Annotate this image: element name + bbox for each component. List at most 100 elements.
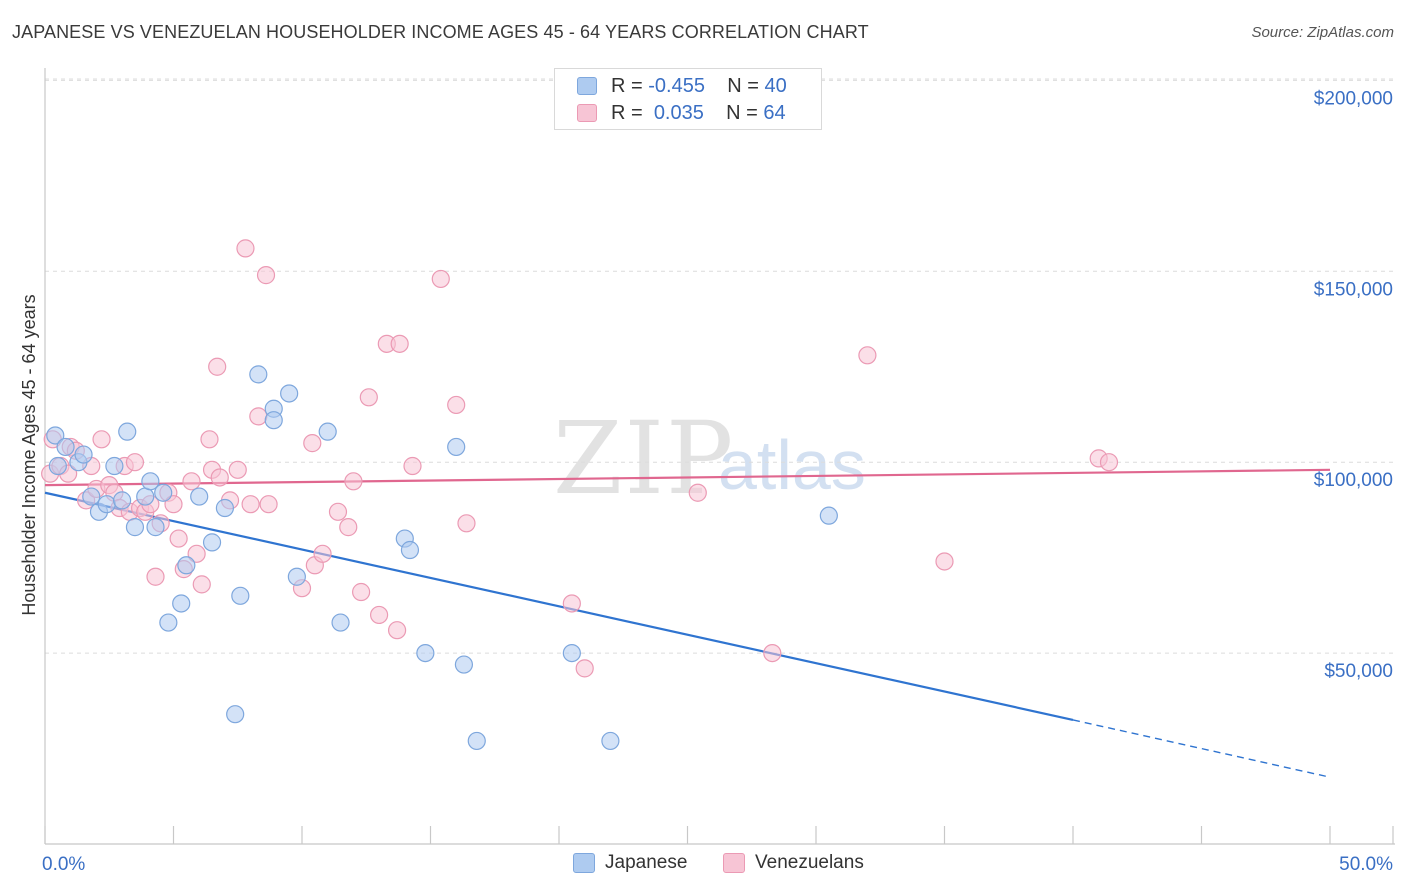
point-japanese [154, 483, 173, 502]
point-japanese [231, 586, 250, 605]
point-japanese [215, 498, 234, 518]
point-venezuelan [313, 544, 332, 563]
point-japanese [112, 491, 132, 510]
point-japanese [447, 437, 466, 457]
point-venezuelan [431, 269, 450, 289]
trend-lines [44, 468, 1331, 778]
point-venezuelan [164, 495, 183, 514]
legend-row-japanese: R = -0.455 N = 40 [577, 73, 787, 99]
point-japanese [177, 556, 196, 575]
watermark-atlas: atlas [718, 426, 866, 504]
legend-item-venezuelans[interactable]: Venezuelans [723, 852, 864, 874]
point-japanese [280, 384, 299, 403]
data-points [41, 239, 1119, 751]
point-venezuelan [192, 575, 211, 594]
correlation-legend: R = -0.455 N = 40 R = 0.035 N = 64 [554, 68, 822, 130]
point-japanese [454, 655, 474, 674]
point-japanese [146, 518, 165, 537]
point-japanese [118, 422, 137, 441]
point-venezuelan [241, 495, 260, 514]
legend-label-japanese: Japanese [605, 852, 688, 873]
point-venezuelan [344, 472, 363, 491]
y-tick-label: $50,000 [1324, 661, 1393, 682]
point-japanese [125, 518, 145, 537]
y-tick-label: $150,000 [1314, 279, 1393, 300]
point-venezuelan [182, 472, 201, 491]
point-venezuelan [403, 456, 422, 476]
point-venezuelan [352, 582, 371, 602]
legend-item-japanese[interactable]: Japanese [573, 852, 687, 874]
legend-label-venezuelans: Venezuelans [755, 852, 864, 873]
point-venezuelan [858, 346, 877, 365]
point-japanese [467, 731, 486, 751]
point-venezuelan [935, 552, 954, 571]
y-tick-label: $100,000 [1314, 470, 1393, 491]
point-venezuelan [387, 621, 407, 640]
trend-line-japanese [44, 491, 1074, 721]
point-venezuelan [249, 407, 268, 426]
point-venezuelan [457, 514, 476, 533]
point-venezuelan [92, 430, 111, 449]
trend-line-japanese-extension [1072, 719, 1331, 778]
legend-n-japanese: 40 [764, 74, 787, 97]
point-japanese [105, 456, 124, 476]
grid-lines [45, 78, 1395, 654]
point-venezuelan [328, 502, 348, 521]
point-venezuelan [1099, 453, 1119, 472]
point-venezuelan [359, 388, 378, 407]
x-tick-label-min: 0.0% [42, 854, 85, 875]
point-japanese [264, 411, 283, 430]
legend-swatch-venezuelans [577, 104, 597, 122]
point-japanese [48, 456, 67, 476]
y-tick-label: $200,000 [1314, 88, 1393, 109]
point-japanese [172, 594, 191, 613]
point-japanese [249, 365, 268, 384]
y-axis-label: Householder Income Ages 45 - 64 years [19, 294, 39, 615]
point-japanese [562, 643, 581, 663]
point-venezuelan [339, 518, 358, 537]
legend-swatch-venezuelans [723, 853, 745, 873]
legend-n-label: N = [726, 101, 758, 124]
point-japanese [74, 445, 93, 464]
point-japanese [318, 422, 337, 441]
point-japanese [136, 487, 155, 506]
point-japanese [287, 567, 306, 586]
point-japanese [819, 506, 838, 525]
legend-r-japanese: -0.455 [648, 74, 705, 97]
series-legend: Japanese Venezuelans [0, 852, 1406, 878]
point-japanese [226, 705, 245, 724]
point-japanese [190, 487, 209, 506]
point-japanese [159, 613, 178, 632]
point-japanese [331, 613, 350, 632]
axes [44, 68, 1395, 845]
point-venezuelan [256, 266, 276, 285]
point-japanese [601, 731, 620, 751]
point-japanese [202, 533, 222, 552]
point-venezuelan [146, 567, 165, 586]
point-venezuelan [228, 460, 247, 479]
point-venezuelan [575, 659, 594, 678]
point-japanese [56, 437, 75, 457]
point-japanese [141, 472, 160, 491]
point-venezuelan [390, 334, 409, 353]
point-venezuelan [236, 239, 255, 258]
point-venezuelan [200, 430, 219, 449]
point-venezuelan [447, 395, 466, 415]
point-japanese [400, 540, 420, 560]
point-japanese [416, 643, 435, 663]
chart-title: JAPANESE VS VENEZUELAN HOUSEHOLDER INCOM… [12, 22, 869, 42]
point-venezuelan [688, 483, 707, 502]
legend-swatch-japanese [573, 853, 595, 873]
point-venezuelan [169, 529, 188, 548]
point-venezuelan [125, 453, 145, 472]
point-venezuelan [210, 468, 229, 487]
axis-labels: $50,000 $100,000 $150,000 $200,000 0.0% 50.0%… [19, 88, 1393, 875]
legend-r-label: R = [611, 101, 643, 124]
trend-line-venezuelans [44, 468, 1331, 487]
point-venezuelan [208, 357, 227, 376]
point-venezuelan [562, 594, 581, 613]
legend-r-venezuelans: 0.035 [653, 101, 704, 124]
legend-n-venezuelans: 64 [763, 101, 786, 124]
legend-r-label: R = [611, 74, 643, 97]
